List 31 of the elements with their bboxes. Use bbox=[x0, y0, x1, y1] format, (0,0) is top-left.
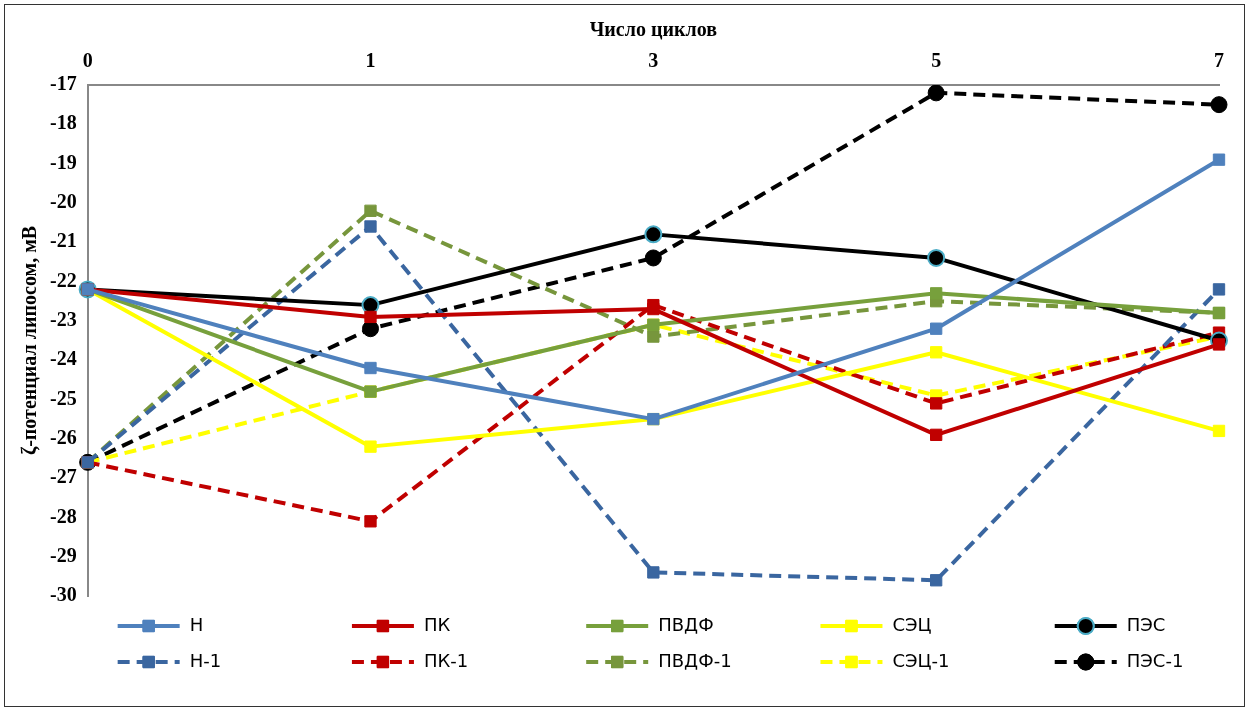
legend-label: СЭЦ-1 bbox=[892, 649, 950, 671]
y-tick-label: -22 bbox=[49, 268, 77, 291]
x-tick-label: 7 bbox=[1214, 49, 1224, 72]
legend-label: ПЭС bbox=[1126, 613, 1166, 635]
x-tick-label: 0 bbox=[82, 49, 93, 72]
y-tick-label: -18 bbox=[49, 111, 77, 134]
y-tick-label: -28 bbox=[49, 504, 77, 527]
x-axis-title: Число циклов bbox=[589, 18, 718, 41]
y-tick-label: -29 bbox=[49, 543, 77, 566]
x-tick-label: 5 bbox=[931, 49, 942, 72]
y-tick-label: -23 bbox=[49, 308, 77, 331]
y-tick-label: -25 bbox=[49, 386, 77, 409]
legend-label: ПЭС-1 bbox=[1126, 649, 1184, 671]
y-tick-label: -26 bbox=[49, 425, 77, 448]
y-tick-label: -17 bbox=[49, 72, 77, 95]
y-axis-title: ζ-потенциал липосом, мВ bbox=[18, 225, 41, 456]
y-tick-label: -19 bbox=[49, 150, 77, 173]
y-tick-label: -20 bbox=[49, 190, 77, 213]
y-tick-label: -24 bbox=[49, 347, 77, 370]
y-tick-label: -21 bbox=[49, 229, 77, 252]
y-tick-label: -30 bbox=[49, 583, 77, 606]
x-tick-label: 3 bbox=[648, 49, 659, 72]
legend-label: Н bbox=[189, 613, 204, 635]
y-tick-label: -27 bbox=[49, 465, 77, 488]
legend-label: ПК bbox=[423, 613, 451, 635]
legend-label: Н-1 bbox=[189, 649, 222, 671]
legend-label: ПК-1 bbox=[423, 649, 469, 671]
legend-label: ПВДФ bbox=[658, 613, 714, 635]
legend-label: СЭЦ bbox=[892, 613, 932, 635]
legend-label: ПВДФ-1 bbox=[658, 649, 732, 671]
x-tick-label: 1 bbox=[365, 49, 376, 72]
